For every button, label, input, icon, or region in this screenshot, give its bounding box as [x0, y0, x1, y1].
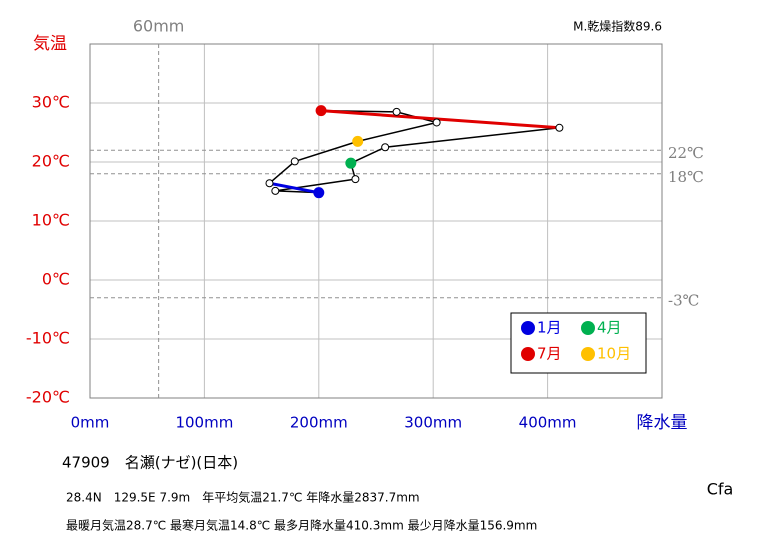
legend-label: 1月 [537, 319, 562, 337]
data-point [313, 187, 325, 199]
legend-marker [521, 321, 535, 335]
y-tick-label: 0℃ [42, 270, 70, 289]
legend-label: 4月 [597, 319, 622, 337]
legend-box [510, 312, 647, 374]
legend-marker [521, 347, 535, 361]
reference-label: -3℃ [668, 292, 699, 310]
data-point [381, 143, 390, 152]
climate-class: Cfa [707, 480, 734, 499]
station: 47909 名瀬(ナゼ)(日本) [62, 454, 238, 472]
x-tick-label: 100mm [175, 414, 233, 432]
x-axis-label: 降水量 [637, 413, 688, 433]
highlight-segment [320, 109, 560, 130]
legend-marker [581, 347, 595, 361]
x-tick-label: 0mm [71, 414, 110, 432]
legend-label: 10月 [597, 345, 631, 363]
data-point [265, 179, 274, 188]
data-point [351, 175, 360, 184]
legend-marker [581, 321, 595, 335]
y-tick-label: 30℃ [32, 93, 70, 112]
data-point [271, 186, 280, 195]
reference-label: 18℃ [668, 168, 704, 186]
y-tick-label: 10℃ [32, 211, 70, 230]
x-tick-label: 400mm [519, 414, 577, 432]
plot-frame [89, 43, 663, 399]
data-point [432, 118, 441, 127]
info-line: 28.4N 129.5E 7.9m 年平均気温21.7℃ 年降水量2837.7m… [66, 490, 420, 505]
data-point [315, 105, 327, 117]
highlight-segment [269, 181, 320, 195]
data-point [345, 157, 357, 169]
data-point [392, 107, 401, 116]
info-line: 最暖月気温28.7℃ 最寒月気温14.8℃ 最多月降水量410.3mm 最少月降… [66, 518, 537, 533]
data-point [352, 135, 364, 147]
y-tick-label: -10℃ [26, 329, 70, 348]
x-tick-label: 200mm [290, 414, 348, 432]
x-tick-label: 300mm [404, 414, 462, 432]
data-point [555, 123, 564, 132]
reference-label: 22℃ [668, 144, 704, 162]
y-axis-label: 気温 [33, 34, 67, 54]
y-tick-label: 20℃ [32, 152, 70, 171]
reference-label: 60mm [133, 17, 185, 36]
dryness-index: M.乾燥指数89.6 [573, 19, 662, 34]
legend-label: 7月 [537, 345, 562, 363]
data-point [290, 157, 299, 166]
y-tick-label: -20℃ [26, 388, 70, 407]
